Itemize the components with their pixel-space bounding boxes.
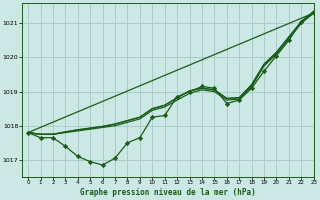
X-axis label: Graphe pression niveau de la mer (hPa): Graphe pression niveau de la mer (hPa) <box>80 188 256 197</box>
